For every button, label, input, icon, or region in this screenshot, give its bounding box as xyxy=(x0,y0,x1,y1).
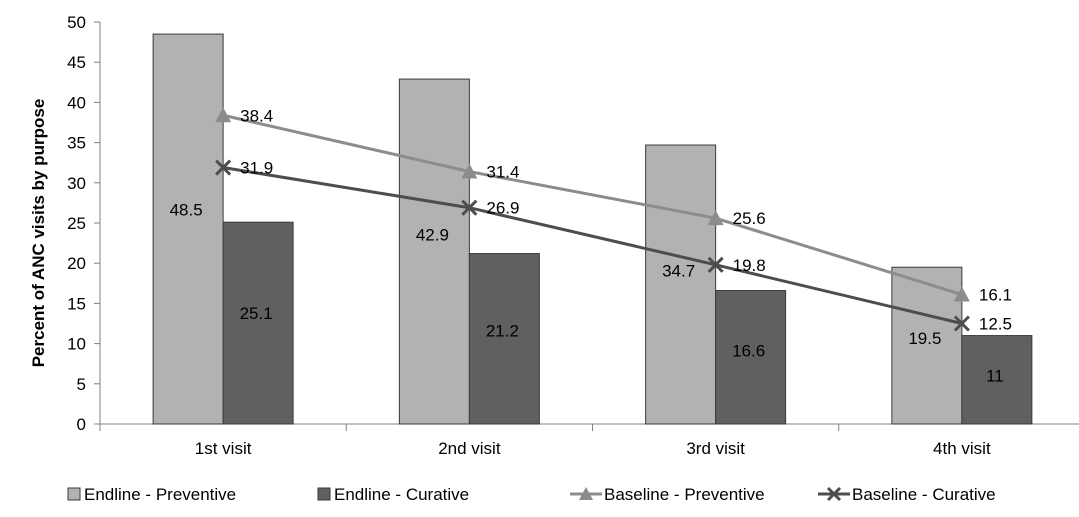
data-labels: 48.5 42.9 34.7 19.5 25.1 21.2 16.6 11 38.4 31.4 25… xyxy=(170,106,1012,385)
legend-marker xyxy=(579,487,593,500)
legend-item: Baseline - Preventive xyxy=(570,485,765,504)
legend-item: Endline - Curative xyxy=(317,485,469,504)
legend-label: Baseline - Preventive xyxy=(604,485,765,504)
y-tick-label: 15 xyxy=(67,294,86,313)
bar xyxy=(222,221,294,425)
x-tick-label: 2nd visit xyxy=(438,439,501,458)
y-tick-label: 30 xyxy=(67,174,86,193)
line-data-label: 16.1 xyxy=(979,286,1012,305)
y-tick-label: 45 xyxy=(67,53,86,72)
bar-data-label: 16.6 xyxy=(732,342,765,361)
point-marker xyxy=(953,286,970,302)
point-marker xyxy=(461,163,478,179)
bar xyxy=(152,33,224,425)
line-data-label: 31.4 xyxy=(486,163,519,182)
series-line xyxy=(222,166,963,325)
legend-item: Endline - Preventive xyxy=(67,485,236,504)
legend-item: Baseline - Curative xyxy=(818,485,996,504)
bar-data-label: 11 xyxy=(986,366,1004,385)
y-axis-title: Percent of ANC visits by purpose xyxy=(29,99,48,368)
y-tick-label: 35 xyxy=(67,134,86,153)
marker-stroke xyxy=(953,315,970,332)
axes: 0 5 10 15 20 25 30 35 40 45 50 1st visit 2nd visit 3r… xyxy=(67,13,1079,458)
line-data-label: 19.8 xyxy=(733,256,766,275)
legend-label: Endline - Curative xyxy=(334,485,469,504)
bar xyxy=(891,266,963,425)
bar xyxy=(961,335,1033,425)
bar xyxy=(398,78,470,425)
y-tick-label: 25 xyxy=(67,214,86,233)
series-line xyxy=(222,113,963,296)
marker-stroke xyxy=(707,256,724,273)
bar-data-label: 42.9 xyxy=(416,225,449,244)
bar-data-label: 48.5 xyxy=(170,201,203,220)
y-tick-label: 10 xyxy=(67,335,86,354)
line-data-label: 38.4 xyxy=(240,106,273,125)
point-marker xyxy=(215,159,232,176)
y-tick-label: 5 xyxy=(77,375,86,394)
bar-data-label: 21.2 xyxy=(486,321,519,340)
legend-label: Baseline - Curative xyxy=(852,485,996,504)
point-marker xyxy=(215,107,232,123)
y-tick-label: 40 xyxy=(67,93,86,112)
bar xyxy=(468,253,540,425)
legend: Endline - Preventive Endline - Curative Ba… xyxy=(67,485,996,504)
y-tick-label: 50 xyxy=(67,13,86,32)
bar-data-label: 19.5 xyxy=(908,329,941,348)
bars xyxy=(152,33,1033,425)
lines xyxy=(215,107,970,332)
line-data-label: 31.9 xyxy=(240,159,273,178)
x-tick-label: 1st visit xyxy=(195,439,252,458)
legend-label: Endline - Preventive xyxy=(84,485,236,504)
point-marker xyxy=(461,199,478,216)
bar-data-label: 34.7 xyxy=(662,262,695,281)
bar xyxy=(645,144,717,425)
bar xyxy=(715,290,787,425)
y-tick-label: 0 xyxy=(77,415,86,434)
y-tick-label: 20 xyxy=(67,254,86,273)
line-data-label: 25.6 xyxy=(733,209,766,228)
legend-marker xyxy=(826,486,842,502)
legend-swatch xyxy=(67,487,81,501)
line-data-label: 26.9 xyxy=(486,199,519,218)
line-data-label: 12.5 xyxy=(979,315,1012,334)
point-marker xyxy=(707,210,724,226)
bar-data-label: 25.1 xyxy=(240,304,273,323)
marker-stroke xyxy=(215,159,232,176)
x-tick-label: 3rd visit xyxy=(686,439,745,458)
point-marker xyxy=(953,315,970,332)
x-tick-label: 4th visit xyxy=(933,439,991,458)
legend-swatch xyxy=(317,487,331,501)
point-marker xyxy=(707,256,724,273)
marker-stroke xyxy=(461,199,478,216)
